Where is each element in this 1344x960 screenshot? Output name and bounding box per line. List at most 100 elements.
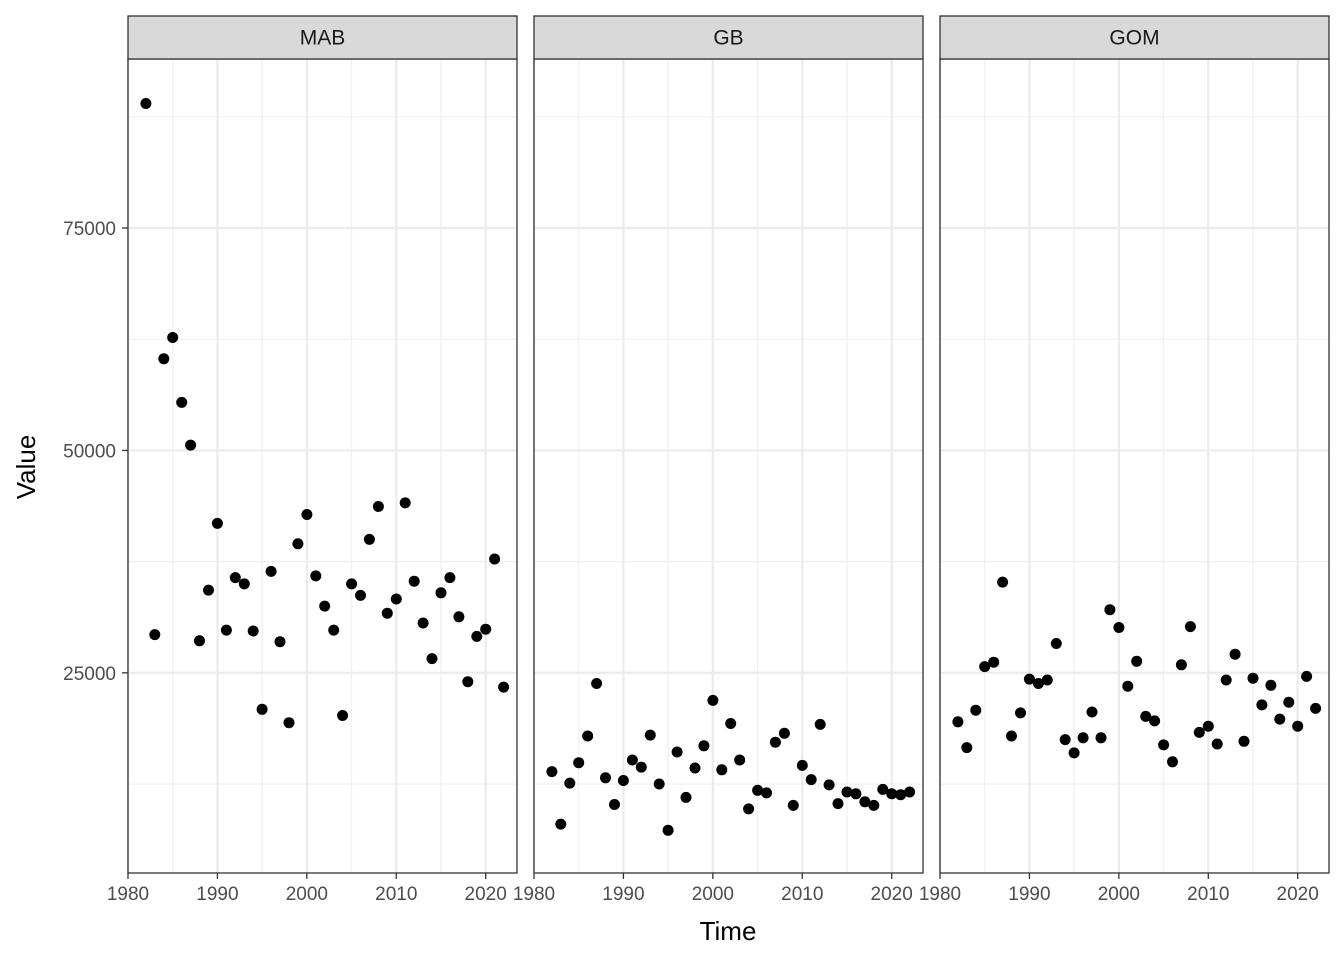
- data-point: [337, 710, 349, 721]
- data-point: [877, 783, 889, 795]
- panel-mab: MAB 1980 1990 2000 2010 2020: [107, 15, 518, 905]
- panel-background: [534, 59, 923, 873]
- x-tick-label: 2020: [871, 884, 913, 905]
- data-point: [752, 784, 764, 796]
- data-point: [1283, 696, 1295, 708]
- data-point: [707, 694, 719, 706]
- data-point: [970, 704, 982, 716]
- data-point: [185, 439, 197, 451]
- data-point: [381, 607, 393, 619]
- data-point: [886, 788, 898, 800]
- data-point: [1265, 679, 1277, 691]
- data-point: [1041, 674, 1053, 686]
- strip-label: MAB: [300, 27, 346, 50]
- data-point: [453, 611, 465, 623]
- data-point: [229, 572, 241, 584]
- data-point: [904, 786, 916, 798]
- x-tick-label: 1980: [107, 884, 149, 905]
- data-point: [1158, 739, 1170, 751]
- data-point: [1202, 720, 1214, 732]
- data-point: [1122, 680, 1134, 692]
- y-tick-label: 25000: [63, 664, 116, 685]
- data-point: [653, 778, 665, 790]
- data-point: [841, 786, 853, 798]
- data-point: [203, 584, 214, 596]
- data-point: [283, 717, 295, 729]
- data-point: [292, 538, 304, 550]
- data-point: [1220, 674, 1232, 686]
- data-point: [644, 729, 656, 741]
- data-point: [247, 625, 259, 637]
- panels-layer: MAB 1980 1990 2000 2010 2020 GB 1980 1990 2000 201…: [107, 15, 1330, 905]
- data-point: [194, 635, 205, 647]
- data-point: [408, 575, 420, 587]
- data-point: [158, 353, 170, 365]
- data-point: [211, 517, 223, 529]
- data-point: [635, 761, 647, 773]
- x-tick-label: 1980: [513, 884, 555, 905]
- panel-background: [128, 59, 517, 873]
- data-point: [698, 740, 710, 752]
- panel-gom: GOM 1980 1990 2000 2010 2020: [919, 15, 1330, 905]
- x-tick-label: 2000: [286, 884, 328, 905]
- data-point: [895, 789, 907, 801]
- data-point: [600, 772, 611, 784]
- x-tick-label: 2020: [1277, 884, 1319, 905]
- data-point: [555, 818, 567, 830]
- data-point: [1086, 706, 1098, 718]
- data-point: [149, 629, 161, 641]
- data-point: [689, 762, 701, 774]
- data-point: [546, 766, 558, 778]
- data-point: [1175, 659, 1187, 671]
- x-tick-label: 2020: [465, 884, 507, 905]
- data-point: [662, 824, 674, 836]
- data-point: [1247, 672, 1259, 684]
- data-point: [778, 727, 790, 739]
- data-point: [1167, 756, 1178, 768]
- panel-background: [940, 59, 1329, 873]
- x-tick-label: 2010: [781, 884, 823, 905]
- data-point: [591, 678, 603, 689]
- x-tick-label: 1990: [1008, 884, 1050, 905]
- data-point: [1229, 648, 1241, 660]
- strip-background: [127, 15, 518, 60]
- data-point: [1023, 673, 1035, 685]
- data-point: [868, 799, 880, 811]
- data-point: [582, 730, 594, 742]
- strip-label: GOM: [1109, 27, 1159, 50]
- data-point: [498, 681, 510, 693]
- data-point: [961, 742, 973, 754]
- strip-background: [533, 15, 924, 60]
- data-point: [1310, 702, 1322, 714]
- data-point: [417, 617, 429, 629]
- data-point: [238, 578, 250, 590]
- x-axis-title: Time: [700, 916, 757, 946]
- x-tick-label: 1980: [919, 884, 961, 905]
- data-point: [859, 796, 871, 808]
- data-point: [823, 779, 835, 791]
- data-point: [480, 623, 492, 635]
- data-point: [1068, 747, 1080, 759]
- data-point: [761, 787, 772, 799]
- data-point: [489, 553, 501, 565]
- x-tick-label: 2000: [1098, 884, 1140, 905]
- data-point: [796, 759, 808, 771]
- y-tick-label: 75000: [63, 219, 116, 240]
- x-tick-label: 2000: [692, 884, 734, 905]
- data-point: [814, 718, 826, 730]
- data-point: [256, 703, 268, 715]
- data-point: [328, 624, 340, 636]
- data-point: [850, 788, 862, 800]
- data-point: [435, 587, 447, 599]
- data-point: [1140, 710, 1152, 722]
- data-point: [1274, 713, 1286, 725]
- data-point: [997, 576, 1009, 588]
- data-point: [979, 661, 991, 673]
- data-point: [671, 746, 683, 758]
- data-point: [1050, 638, 1062, 649]
- data-point: [1149, 715, 1161, 727]
- panel-gb: GB 1980 1990 2000 2010 2020: [513, 15, 924, 905]
- data-point: [1015, 707, 1026, 719]
- data-point: [1193, 726, 1205, 738]
